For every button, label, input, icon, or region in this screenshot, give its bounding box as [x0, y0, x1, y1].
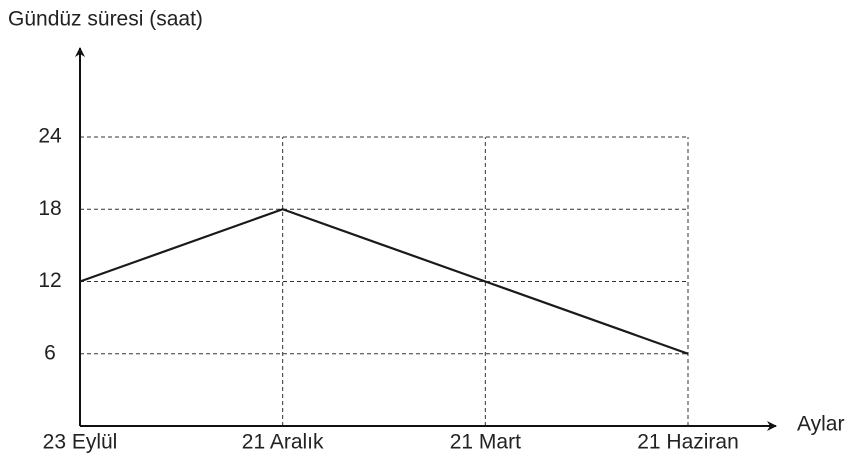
- chart: Gündüz süresi (saat) Aylar 6 12 18 24 23 Eyl…: [0, 0, 859, 461]
- x-tick-label: 21 Aralık: [242, 431, 324, 454]
- grid: [80, 137, 688, 426]
- x-tick-label: 23 Eylül: [43, 431, 118, 454]
- y-tick-label: 6: [44, 341, 56, 364]
- x-tick-label: 21 Haziran: [637, 431, 739, 454]
- y-tick-label: 12: [38, 269, 61, 292]
- x-axis-label: Aylar: [797, 413, 844, 436]
- y-tick-label: 24: [38, 125, 62, 148]
- x-tick-label: 21 Mart: [450, 431, 521, 454]
- y-tick-label: 18: [38, 197, 61, 220]
- y-axis-label: Gündüz süresi (saat): [8, 8, 203, 31]
